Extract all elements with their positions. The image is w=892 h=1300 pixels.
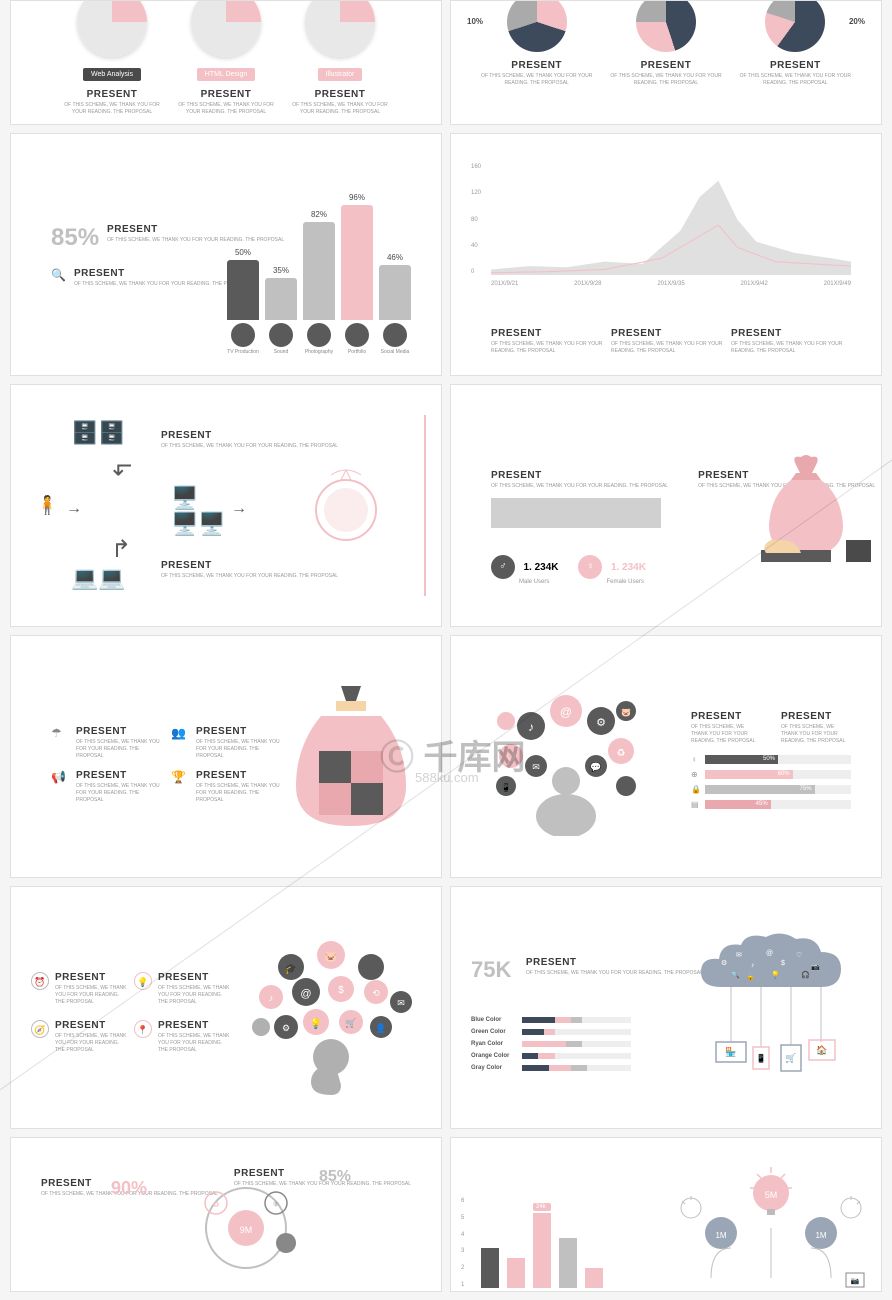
circle-diagram: 9M ♻ ⚛ xyxy=(191,1173,301,1283)
pie-chart-icon xyxy=(765,0,825,52)
pie-icon xyxy=(305,0,375,57)
svg-text:⚙: ⚙ xyxy=(282,1023,290,1033)
person-icon: 🧍 xyxy=(36,495,58,516)
pie-label: Web Analysis xyxy=(83,68,141,81)
slide-bar-85[interactable]: 85% PRESENT OF THIS SCHEME, WE THANK YOU… xyxy=(10,133,442,376)
svg-text:✉: ✉ xyxy=(532,762,540,772)
svg-text:♻: ♻ xyxy=(617,748,626,759)
color-bars: Blue ColorGreen ColorRyan ColorOrange Co… xyxy=(471,1017,631,1077)
pie-icon xyxy=(191,0,261,57)
area-chart: 16012080400 201X/9/21201X/9/28201X/9/352… xyxy=(491,164,851,275)
svg-text:💬: 💬 xyxy=(590,761,601,772)
slide-cloud-75k[interactable]: 75K PRESENT OF THIS SCHEME, WE THANK YOU… xyxy=(450,886,882,1129)
svg-text:🏠: 🏠 xyxy=(816,1045,827,1055)
bar-chart: 654321 24k xyxy=(471,1198,671,1288)
svg-text:🛒: 🛒 xyxy=(785,1052,796,1063)
svg-text:♻: ♻ xyxy=(212,1200,219,1209)
svg-text:⚙: ⚙ xyxy=(596,717,606,729)
svg-text:@: @ xyxy=(560,705,572,719)
svg-text:✉: ✉ xyxy=(397,998,405,1008)
pie-icon xyxy=(77,0,147,57)
svg-text:5M: 5M xyxy=(765,1190,778,1200)
svg-text:👤: 👤 xyxy=(375,1022,386,1033)
svg-text:1M: 1M xyxy=(715,1231,726,1240)
svg-text:$: $ xyxy=(781,960,785,967)
svg-text:♡: ♡ xyxy=(796,951,802,959)
pie-label: HTML Design xyxy=(197,68,256,81)
slide-network[interactable]: 🗄️🗄️ ↳ PRESENT OF THIS SCHEME, WE THANK … xyxy=(10,384,442,627)
svg-text:⟲: ⟲ xyxy=(372,988,380,998)
database-icon: 🗄️🗄️ xyxy=(71,420,126,446)
slide-pie-labels[interactable]: Web Analysis PRESENT OF THIS SCHEME, WE … xyxy=(10,0,442,125)
people-icon: 👥 xyxy=(171,726,191,740)
brain-bubbles: 🎓 🐷 ♪ @ $ ⟲ ✉ ⚙ 💡 🛒 👤 xyxy=(241,927,421,1097)
pin-icon: 📍 xyxy=(134,1020,152,1038)
cloud-devices-icon: ⚙ ✉ ♪ @ $ ♡ 📷 🔍 💡 🎧 🔒 🏪 📱 🛒 🏠 xyxy=(671,927,871,1097)
arrow-icon: ↱ xyxy=(111,535,131,564)
trophy-icon: 🏆 xyxy=(171,770,191,784)
pie-chart-icon xyxy=(636,0,696,52)
watermark-url: 588ku.com xyxy=(415,770,479,785)
monitor-icon: 🖥️🖥️🖥️ xyxy=(171,485,226,537)
svg-text:1M: 1M xyxy=(815,1231,826,1240)
svg-text:♪: ♪ xyxy=(269,993,274,1003)
bar-chart: 50%TV Production35%Sound82%Photography96… xyxy=(227,193,411,355)
svg-text:✉: ✉ xyxy=(736,952,742,959)
slide-money-bag[interactable]: PRESENTOF THIS SCHEME, WE THANK YOU FOR … xyxy=(450,384,882,627)
megaphone-icon: 📢 xyxy=(51,770,71,784)
slide-brain-bubbles[interactable]: ⏰ PRESENTOF THIS SCHEME, WE THANK YOU FO… xyxy=(10,886,442,1129)
svg-text:🏪: 🏪 xyxy=(725,1046,736,1057)
svg-text:📱: 📱 xyxy=(756,1053,766,1063)
svg-text:@: @ xyxy=(766,950,773,957)
arrow-right-icon: → xyxy=(66,500,82,518)
female-icon: ♀ xyxy=(578,555,602,579)
svg-text:⚛: ⚛ xyxy=(272,1200,279,1209)
svg-text:💡: 💡 xyxy=(771,970,780,979)
template-grid: Web Analysis PRESENT OF THIS SCHEME, WE … xyxy=(10,0,882,1292)
svg-text:🐷: 🐷 xyxy=(621,708,631,717)
area-fill xyxy=(491,181,851,275)
umbrella-icon: ☂ xyxy=(51,726,71,740)
globe-icon xyxy=(301,455,391,550)
arrow-icon: ↳ xyxy=(107,459,136,479)
svg-text:🛒: 🛒 xyxy=(345,1017,356,1028)
svg-text:🎧: 🎧 xyxy=(801,970,810,979)
bar-placeholder xyxy=(491,498,661,528)
slide-lightbulbs[interactable]: 654321 24k 1M 5M 1M 📷 xyxy=(450,1137,882,1292)
percent-text: 90% xyxy=(111,1178,147,1199)
svg-text:9M: 9M xyxy=(240,1225,253,1235)
svg-text:$: $ xyxy=(338,985,344,996)
svg-text:♪: ♪ xyxy=(528,720,534,734)
svg-text:♪: ♪ xyxy=(751,962,755,969)
svg-text:🐷: 🐷 xyxy=(325,951,337,963)
pie-label: Illustrator xyxy=(318,68,363,81)
money-bag-icon xyxy=(741,445,871,575)
clock-icon: ⏰ xyxy=(31,972,49,990)
svg-text:@: @ xyxy=(300,988,311,1000)
bulb-icon: 💡 xyxy=(134,972,152,990)
slide-pie-pcts[interactable]: 10% PRESENT OF THIS SCHEME, WE THANK YOU… xyxy=(450,0,882,125)
slide-puzzle-bag[interactable]: ☂ PRESENTOF THIS SCHEME, WE THANK YOU FO… xyxy=(10,635,442,878)
pie-chart-icon xyxy=(507,0,567,52)
compass-icon: 🧭 xyxy=(31,1020,49,1038)
big-percent: 85% xyxy=(51,224,99,252)
slide-area-chart[interactable]: 16012080400 201X/9/21201X/9/28201X/9/352… xyxy=(450,133,882,376)
svg-text:💡: 💡 xyxy=(310,1017,322,1030)
pie-pct-items: 10% PRESENT OF THIS SCHEME, WE THANK YOU… xyxy=(467,17,865,87)
progress-bars: ♀50%⊕60%🔒75%▤45% xyxy=(691,755,851,809)
svg-text:📱: 📱 xyxy=(501,782,511,792)
svg-text:🔍: 🔍 xyxy=(731,970,740,979)
slide-circle-diagram[interactable]: PRESENT OF THIS SCHEME, WE THANK YOU FOR… xyxy=(10,1137,442,1292)
svg-text:⚙: ⚙ xyxy=(721,959,727,967)
svg-text:🔒: 🔒 xyxy=(746,973,755,981)
svg-text:🎓: 🎓 xyxy=(285,963,297,975)
svg-text:📷: 📷 xyxy=(811,963,820,971)
big-number: 75K xyxy=(471,957,511,983)
pie-labels-items: Web Analysis PRESENT OF THIS SCHEME, WE … xyxy=(27,17,425,116)
svg-text:📷: 📷 xyxy=(851,1277,860,1285)
male-icon: ♂ xyxy=(491,555,515,579)
laptop-icon: 💻💻 xyxy=(71,565,126,591)
lightbulbs-icon: 1M 5M 1M 📷 xyxy=(671,1158,871,1288)
arrow-right-icon: → xyxy=(231,500,247,518)
